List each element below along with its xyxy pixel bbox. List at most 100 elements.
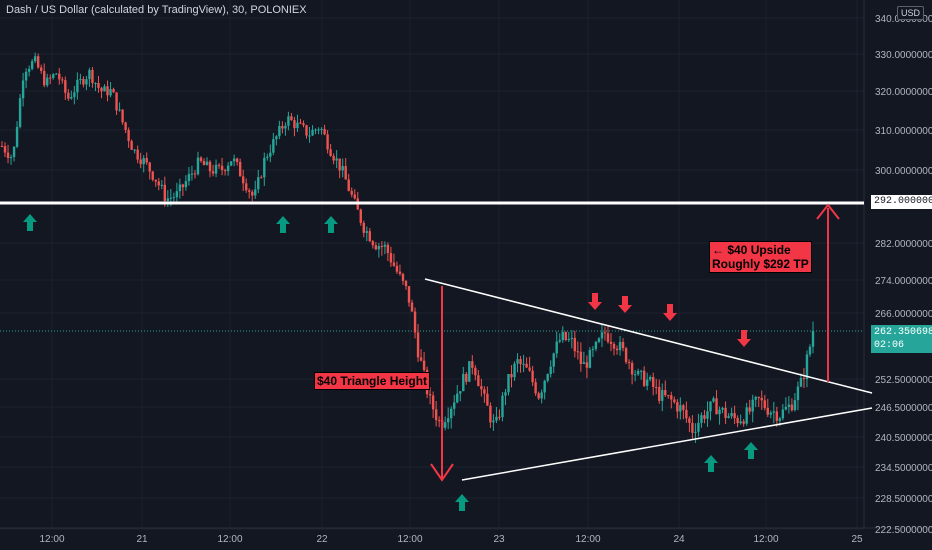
candle[interactable] xyxy=(802,368,806,389)
candle[interactable] xyxy=(468,361,471,382)
candle[interactable] xyxy=(317,127,320,135)
candle[interactable] xyxy=(133,148,136,154)
candle[interactable] xyxy=(618,336,622,356)
candle[interactable] xyxy=(763,394,766,411)
candle[interactable] xyxy=(456,385,459,404)
candle[interactable] xyxy=(308,126,311,143)
candle[interactable] xyxy=(594,340,598,352)
candle[interactable] xyxy=(332,153,335,165)
candle[interactable] xyxy=(257,169,260,194)
candle[interactable] xyxy=(347,173,350,192)
candle[interactable] xyxy=(275,135,278,146)
candle[interactable] xyxy=(202,158,206,166)
candle[interactable] xyxy=(85,75,88,91)
candle[interactable] xyxy=(287,111,290,131)
candle[interactable] xyxy=(751,394,754,423)
candle[interactable] xyxy=(546,373,549,383)
candle[interactable] xyxy=(290,113,293,121)
candle[interactable] xyxy=(278,120,281,140)
candle[interactable] xyxy=(561,326,564,343)
candle[interactable] xyxy=(211,164,215,177)
candle[interactable] xyxy=(9,154,13,165)
candle[interactable] xyxy=(18,94,22,129)
candle[interactable] xyxy=(609,333,613,352)
candle[interactable] xyxy=(235,157,239,166)
candle[interactable] xyxy=(196,151,200,176)
candle[interactable] xyxy=(326,130,329,154)
candle[interactable] xyxy=(781,404,785,421)
candle[interactable] xyxy=(284,122,287,136)
candle[interactable] xyxy=(555,331,558,358)
candle[interactable] xyxy=(528,356,531,372)
candle[interactable] xyxy=(106,80,109,102)
candle[interactable] xyxy=(453,394,456,416)
candle[interactable] xyxy=(670,391,673,409)
candle[interactable] xyxy=(410,299,414,312)
candle[interactable] xyxy=(151,170,154,182)
candle[interactable] xyxy=(272,132,275,156)
candle[interactable] xyxy=(350,187,353,198)
candle[interactable] xyxy=(537,391,540,400)
candle[interactable] xyxy=(383,241,387,255)
candle[interactable] xyxy=(428,387,432,405)
candle[interactable] xyxy=(474,365,477,381)
candle[interactable] xyxy=(519,355,522,373)
candle[interactable] xyxy=(404,280,408,290)
candle[interactable] xyxy=(407,286,411,307)
candle[interactable] xyxy=(790,398,794,412)
candle[interactable] xyxy=(799,373,803,388)
candle[interactable] xyxy=(293,116,296,137)
candle[interactable] xyxy=(483,386,486,403)
candle[interactable] xyxy=(588,347,592,369)
candle[interactable] xyxy=(12,146,16,162)
candle[interactable] xyxy=(443,416,447,431)
candle[interactable] xyxy=(39,64,43,74)
candle[interactable] xyxy=(757,396,760,407)
upside-target-arrow[interactable] xyxy=(816,203,840,382)
candle[interactable] xyxy=(386,242,390,261)
candle[interactable] xyxy=(724,401,727,424)
candle[interactable] xyxy=(61,76,64,84)
candle[interactable] xyxy=(477,369,480,387)
candle[interactable] xyxy=(434,401,438,427)
candle[interactable] xyxy=(658,379,661,404)
candle[interactable] xyxy=(667,394,670,399)
candle[interactable] xyxy=(281,121,284,134)
candle[interactable] xyxy=(49,74,52,85)
candle[interactable] xyxy=(157,178,160,191)
candle[interactable] xyxy=(489,402,492,428)
candle[interactable] xyxy=(630,360,634,385)
candle[interactable] xyxy=(480,378,483,397)
candle[interactable] xyxy=(591,345,595,357)
candle[interactable] xyxy=(582,351,586,365)
candle[interactable] xyxy=(112,87,115,93)
candle[interactable] xyxy=(552,352,555,374)
candle[interactable] xyxy=(329,143,332,157)
candle[interactable] xyxy=(688,416,691,433)
candle[interactable] xyxy=(419,349,423,362)
candle[interactable] xyxy=(639,369,643,380)
time-axis[interactable]: 12:00 21 12:00 22 12:00 23 12:00 24 12:00 25 xyxy=(39,534,863,545)
candle[interactable] xyxy=(664,380,667,398)
candle[interactable] xyxy=(676,399,679,419)
triangle-height-arrow[interactable] xyxy=(430,286,454,482)
candle[interactable] xyxy=(715,390,718,415)
candle[interactable] xyxy=(362,220,365,238)
candle[interactable] xyxy=(389,246,393,267)
candle[interactable] xyxy=(145,152,148,165)
candle[interactable] xyxy=(718,406,721,425)
candle[interactable] xyxy=(371,239,375,249)
candle[interactable] xyxy=(208,160,212,178)
candle[interactable] xyxy=(516,353,519,373)
candle[interactable] xyxy=(462,366,465,392)
candle[interactable] xyxy=(223,168,227,176)
candle[interactable] xyxy=(82,76,85,88)
candle[interactable] xyxy=(64,76,67,100)
candle[interactable] xyxy=(621,338,625,352)
candle[interactable] xyxy=(525,357,528,368)
candle[interactable] xyxy=(805,350,809,388)
candle[interactable] xyxy=(100,86,103,99)
candle[interactable] xyxy=(712,396,715,403)
candle[interactable] xyxy=(627,359,631,370)
